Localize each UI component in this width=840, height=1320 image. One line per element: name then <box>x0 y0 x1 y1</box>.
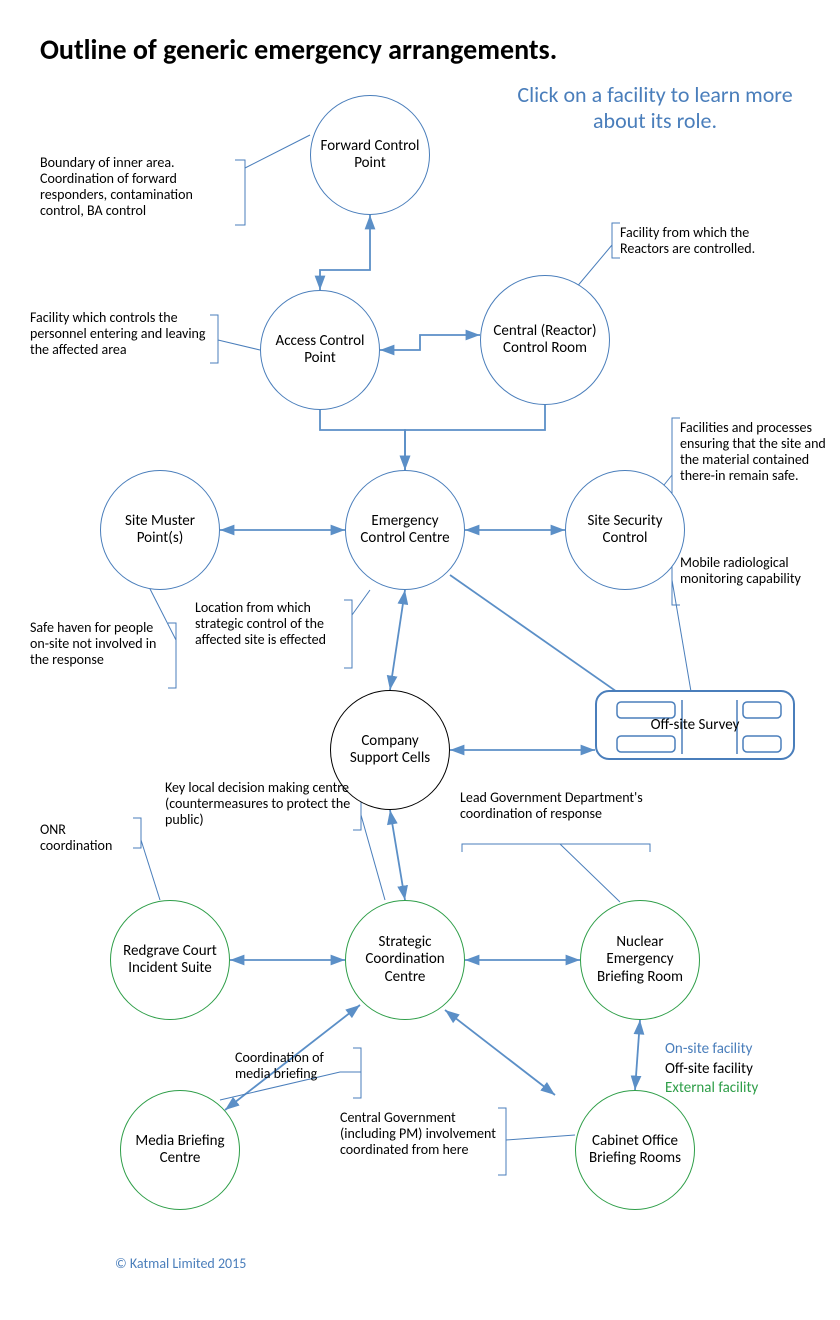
desc-rci_d: ONR coordination <box>40 822 135 854</box>
desc-acp_d: Facility which controls the personnel en… <box>30 310 210 358</box>
node-ccr[interactable]: Central (Reactor) Control Room <box>480 275 610 405</box>
node-ssc[interactable]: Site Security Control <box>565 470 685 590</box>
node-mbc[interactable]: Media Briefing Centre <box>120 1090 240 1210</box>
desc-cobr_d: Central Government (including PM) involv… <box>340 1110 500 1158</box>
legend-item: External facility <box>665 1079 758 1099</box>
copyright: © Katmal Limited 2015 <box>115 1255 246 1272</box>
desc-oss_d: Mobile radiological monitoring capabilit… <box>680 555 815 587</box>
desc-ecc_d: Location from which strategic control of… <box>195 600 345 648</box>
desc-ssc_d: Facilities and processes ensuring that t… <box>680 420 830 484</box>
desc-smp_d: Safe haven for people on-site not involv… <box>30 620 170 668</box>
desc-mbc_d: Coordination of media briefing <box>235 1050 355 1082</box>
node-nebr[interactable]: Nuclear Emergency Briefing Room <box>580 900 700 1020</box>
page-title: Outline of generic emergency arrangement… <box>40 32 557 67</box>
node-smp[interactable]: Site Muster Point(s) <box>100 470 220 590</box>
node-ecc[interactable]: Emergency Control Centre <box>345 470 465 590</box>
instruction-text: Click on a facility to learn more about … <box>500 82 810 135</box>
legend-item: On-site facility <box>665 1040 758 1060</box>
legend: On-site facilityOff-site facilityExterna… <box>665 1040 758 1099</box>
vehicle-label: Off-site Survey <box>651 716 740 734</box>
node-rci[interactable]: Redgrave Court Incident Suite <box>110 900 230 1020</box>
desc-fcp_d: Boundary of inner area. Coordination of … <box>40 155 235 219</box>
node-fcp[interactable]: Forward Control Point <box>310 95 430 215</box>
desc-ccr_d: Facility from which the Reactors are con… <box>620 225 785 257</box>
legend-item: Off-site facility <box>665 1060 758 1080</box>
node-scc[interactable]: Strategic Coordination Centre <box>345 900 465 1020</box>
node-acp[interactable]: Access Control Point <box>260 290 380 410</box>
off-site-survey-vehicle[interactable]: Off-site Survey <box>595 690 795 760</box>
desc-nebr_d: Lead Government Department's coordinatio… <box>460 790 655 822</box>
desc-scc_d: Key local decision making centre (counte… <box>165 780 355 828</box>
node-cobr[interactable]: Cabinet Office Briefing Rooms <box>575 1090 695 1210</box>
